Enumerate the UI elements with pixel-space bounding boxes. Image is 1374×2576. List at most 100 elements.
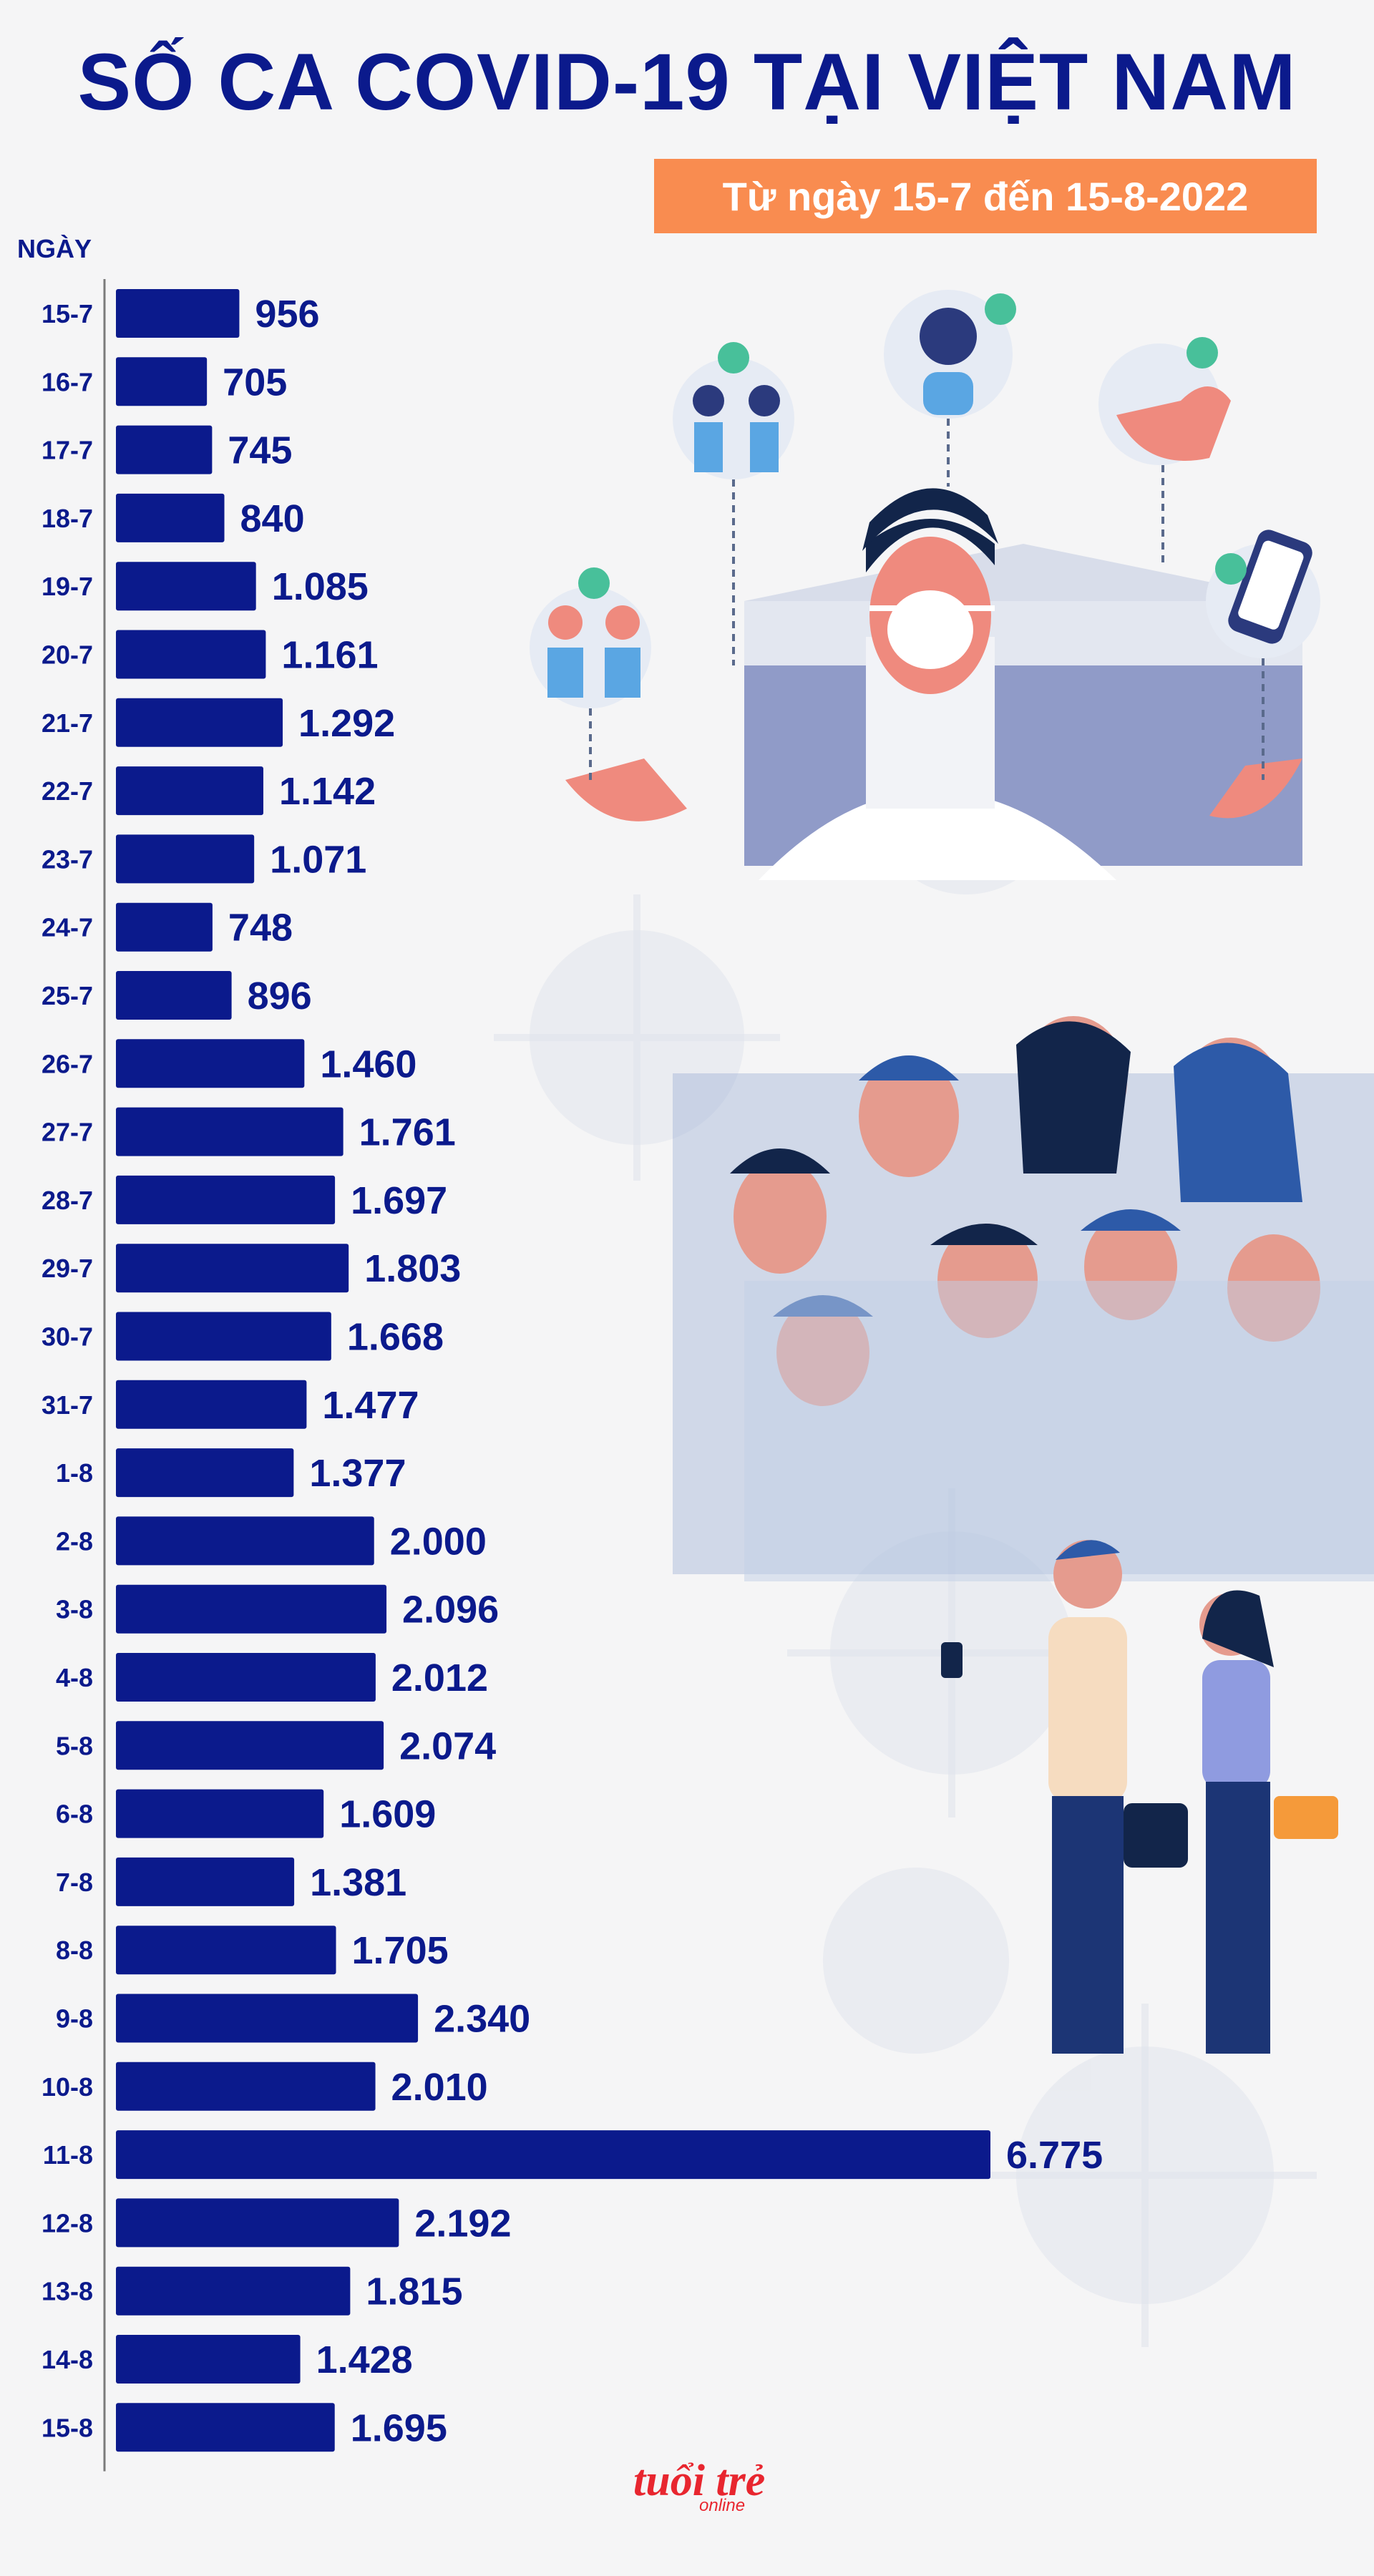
category-label: 1-8 [56,1458,93,1488]
value-label: 2.074 [399,1724,496,1767]
value-label: 896 [248,975,312,1018]
value-label: 748 [228,907,293,950]
bar [116,1721,384,1770]
bar [116,425,213,474]
category-label: 8-8 [56,1936,93,1965]
category-label: 24-7 [42,913,93,942]
category-label: 28-7 [42,1186,93,1215]
bar [116,2198,399,2248]
category-label: 5-8 [56,1731,93,1760]
date-range-badge: Từ ngày 15-7 đến 15-8-2022 [654,159,1317,233]
category-label: 15-8 [42,2413,93,2442]
value-label: 956 [255,293,319,336]
value-label: 1.477 [322,1384,419,1427]
bar [116,289,240,338]
bar [116,562,256,611]
category-label: 19-7 [42,572,93,601]
category-label: 3-8 [56,1595,93,1624]
bar [116,2266,351,2316]
icon-bubbles [530,290,1320,780]
value-label: 1.705 [352,1929,449,1972]
value-label: 1.292 [298,702,395,745]
category-label: 13-8 [42,2277,93,2306]
category-label: 17-7 [42,436,93,465]
logo-main-text: tuổi trẻ [633,2457,766,2505]
doctor-illustration [565,488,1302,880]
value-label: 1.377 [309,1452,406,1495]
bar [116,1653,376,1702]
value-label: 1.142 [279,770,376,813]
category-label: 11-8 [43,2140,93,2170]
y-axis-title: NGÀY [17,234,92,263]
bar [116,1516,374,1566]
value-label: 840 [240,497,305,540]
bar [116,1926,336,1975]
category-label: 9-8 [56,2004,93,2034]
category-label: 31-7 [42,1390,93,1420]
bar [116,357,208,406]
bar [116,766,263,816]
bar [116,1312,331,1361]
bar [116,1175,336,1224]
tuoi-tre-logo: tuổi trẻ online [633,2456,791,2515]
value-label: 745 [228,429,292,472]
category-label: 2-8 [56,1526,93,1556]
bar [116,2062,376,2111]
category-label: 20-7 [42,640,93,670]
bar [116,2335,301,2384]
value-label: 705 [223,361,287,404]
category-label: 29-7 [42,1254,93,1283]
value-label: 1.071 [270,838,366,881]
category-label: 4-8 [56,1663,93,1692]
category-label: 27-7 [42,1118,93,1147]
category-label: 18-7 [42,504,93,533]
category-label: 7-8 [56,1868,93,1897]
bar [116,1789,324,1838]
value-label: 1.697 [351,1179,447,1222]
value-label: 1.761 [359,1111,456,1154]
bar [116,1857,295,1906]
category-label: 10-8 [42,2072,93,2102]
category-label: 12-8 [42,2208,93,2238]
value-label: 2.000 [390,1520,487,1563]
value-label: 2.192 [414,2202,511,2245]
bar [116,1039,305,1088]
value-label: 1.161 [281,634,378,677]
bar [116,902,213,952]
value-label: 6.775 [1006,2134,1103,2177]
bar [116,1994,419,2043]
value-label: 1.668 [347,1316,444,1359]
bar [116,493,225,542]
value-label: 2.010 [391,2066,488,2109]
category-label: 14-8 [42,2345,93,2374]
value-label: 1.815 [366,2270,462,2313]
bar [116,1107,344,1156]
value-label: 1.381 [310,1861,406,1904]
value-label: 1.803 [364,1247,461,1290]
bar [116,834,255,884]
value-label: 1.460 [320,1043,416,1085]
bar [116,1380,307,1429]
logo-sub-text: online [699,2496,746,2515]
value-label: 2.340 [434,1998,530,2041]
category-label: 23-7 [42,844,93,874]
category-label: 26-7 [42,1049,93,1078]
category-label: 21-7 [42,708,93,738]
value-label: 2.096 [402,1589,499,1631]
bar-chart: 15-7 956 16-7 705 17-7 745 18-7 840 19-7 1.085 20-… [42,279,1103,2472]
value-label: 1.085 [272,565,369,608]
bar [116,630,266,679]
walking-couple-illustration [941,1540,1338,2054]
bar [116,971,232,1020]
bar [116,1584,387,1634]
category-label: 25-7 [42,981,93,1010]
category-label: 30-7 [42,1322,93,1352]
category-label: 15-7 [42,299,93,328]
value-label: 1.428 [316,2338,413,2381]
category-label: 16-7 [42,367,93,396]
crowd-illustration [673,1016,1374,1581]
bar [116,698,283,747]
category-label: 22-7 [42,776,93,806]
value-label: 1.609 [339,1793,436,1836]
